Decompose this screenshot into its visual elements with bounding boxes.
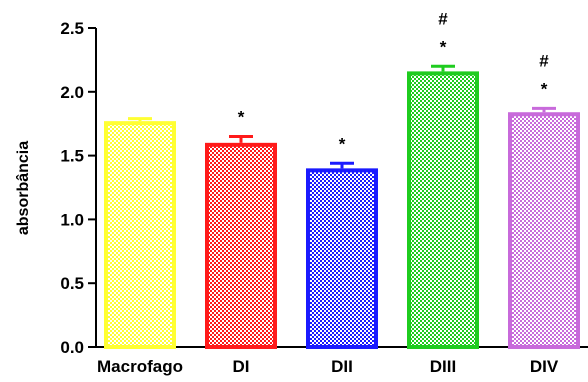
asterisk-mark: * bbox=[339, 134, 346, 153]
category-labels: Macrofago DI DII DIII DIV bbox=[97, 357, 559, 376]
x-category-label: DII bbox=[331, 357, 353, 376]
y-tick-label: 0.0 bbox=[60, 338, 84, 357]
asterisk-mark: * bbox=[440, 37, 447, 56]
y-tick-label: 1.5 bbox=[60, 147, 84, 166]
bar-diii bbox=[407, 71, 479, 349]
asterisk-mark: * bbox=[541, 79, 548, 98]
x-category-label: DIV bbox=[530, 357, 559, 376]
y-tick-label: 2.5 bbox=[60, 19, 84, 38]
y-tick-label: 2.0 bbox=[60, 83, 84, 102]
y-ticks: 0.0 0.5 1.0 1.5 2.0 2.5 bbox=[60, 19, 96, 357]
y-tick-label: 1.0 bbox=[60, 210, 84, 229]
y-tick-label: 0.5 bbox=[60, 274, 84, 293]
y-axis-title: absorbância bbox=[15, 141, 32, 235]
bars bbox=[104, 64, 580, 350]
bar-div bbox=[508, 112, 580, 349]
bar-di bbox=[205, 142, 277, 349]
significance-marks: * * * # * # bbox=[238, 9, 550, 153]
asterisk-mark: * bbox=[238, 107, 245, 126]
bar-macrofago bbox=[104, 121, 176, 350]
x-category-label: DIII bbox=[430, 357, 456, 376]
hash-mark: # bbox=[539, 51, 549, 70]
x-category-label: DI bbox=[233, 357, 250, 376]
x-category-label: Macrofago bbox=[97, 357, 183, 376]
bar-dii bbox=[306, 168, 378, 349]
hash-mark: # bbox=[438, 9, 448, 28]
